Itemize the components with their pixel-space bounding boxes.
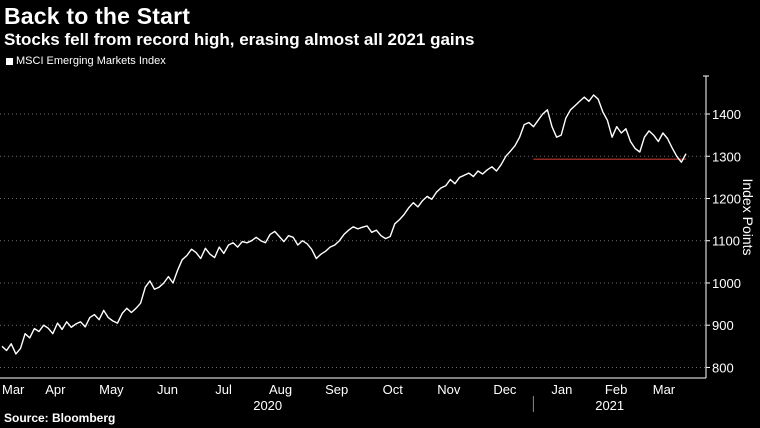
- x-tick-label: Jul: [215, 382, 232, 397]
- y-tick-label: 1300: [712, 149, 741, 164]
- x-tick-label: May: [99, 382, 124, 397]
- x-tick-label: Nov: [437, 382, 461, 397]
- legend-swatch: [6, 57, 13, 65]
- y-tick-label: 900: [712, 318, 734, 333]
- y-tick-label: 1100: [712, 234, 740, 249]
- series-line: [1, 94, 687, 355]
- x-tick-label: Dec: [493, 382, 517, 397]
- x-tick-label: Aug: [269, 382, 292, 397]
- x-tick-label: Sep: [325, 382, 348, 397]
- year-label: 2020: [253, 398, 282, 413]
- x-tick-label: Jun: [157, 382, 178, 397]
- x-tick-label: Mar: [653, 382, 676, 397]
- chart-subtitle: Stocks fell from record high, erasing al…: [4, 30, 475, 49]
- y-tick-label: 1000: [712, 276, 741, 291]
- x-tick-label: Apr: [45, 382, 66, 397]
- y-tick-label: 800: [712, 360, 734, 375]
- chart-source: Source: Bloomberg: [4, 411, 116, 425]
- year-label: 2021: [595, 398, 624, 413]
- chart-title: Back to the Start: [4, 3, 191, 29]
- x-tick-label: Jan: [551, 382, 572, 397]
- x-tick-label: Feb: [605, 382, 627, 397]
- x-tick-label: Mar: [2, 382, 25, 397]
- y-tick-label: 1400: [712, 107, 741, 122]
- legend-label: MSCI Emerging Markets Index: [16, 55, 166, 67]
- chart-legend: MSCI Emerging Markets Index: [6, 55, 166, 67]
- y-tick-label: 1200: [712, 191, 741, 206]
- x-tick-label: Oct: [383, 382, 404, 397]
- y-axis-label: Index Points: [740, 178, 756, 255]
